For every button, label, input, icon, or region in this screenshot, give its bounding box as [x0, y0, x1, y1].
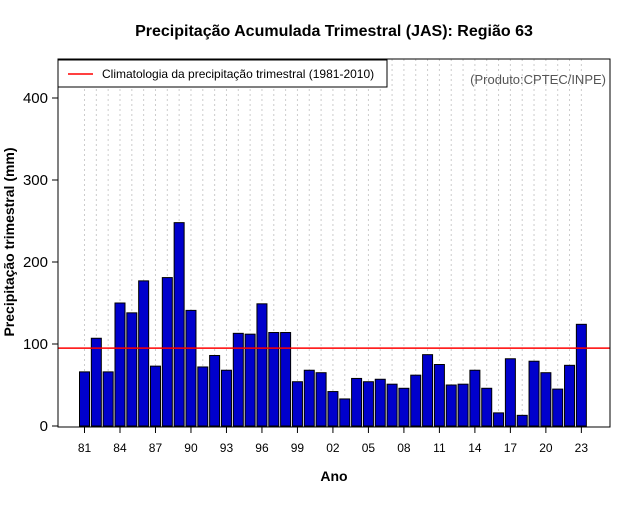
y-tick-label: 400: [23, 90, 48, 107]
bar-2004: [351, 377, 363, 427]
x-tick-label: 14: [468, 441, 482, 455]
plot-border: [57, 58, 611, 428]
bar-2022: [564, 364, 576, 427]
bar-1988: [161, 277, 173, 427]
bar-2008: [398, 387, 410, 427]
y-tick-label: 0: [40, 418, 48, 435]
x-tick-label: 02: [326, 441, 340, 455]
bar-1996: [256, 303, 268, 427]
bar-1989: [173, 222, 185, 427]
bar-1987: [149, 365, 161, 427]
x-tick-label: 99: [291, 441, 305, 455]
bar-2011: [433, 364, 445, 427]
x-tick-label: 90: [184, 441, 198, 455]
bar-1985: [126, 312, 138, 427]
x-tick-label: 17: [504, 441, 518, 455]
legend: Climatologia da precipitação trimestral …: [57, 59, 388, 88]
bar-2021: [552, 388, 564, 427]
x-tick-label: 23: [575, 441, 589, 455]
bar-2003: [339, 398, 351, 427]
bar-2005: [362, 381, 374, 427]
bar-1984: [114, 302, 126, 427]
bar-2018: [516, 414, 528, 427]
bar-2007: [386, 383, 398, 427]
x-tick-label: 84: [113, 441, 127, 455]
bar-2001: [315, 372, 327, 427]
x-tick-label: 11: [433, 441, 446, 455]
x-tick-label: 20: [539, 441, 553, 455]
source-note: (Produto:CPTEC/INPE): [470, 72, 606, 87]
y-tick-label: 200: [23, 254, 48, 271]
bar-2000: [303, 369, 315, 427]
bar-1995: [244, 333, 256, 427]
x-tick-label: 96: [255, 441, 269, 455]
bar-2019: [528, 360, 540, 427]
x-tick-label: 93: [220, 441, 234, 455]
bar-1994: [232, 332, 244, 427]
y-tick-label: 100: [23, 336, 48, 353]
x-tick-label: 05: [362, 441, 376, 455]
x-tick-label: 87: [149, 441, 163, 455]
x-tick-label: 08: [397, 441, 411, 455]
bar-2023: [575, 323, 587, 427]
bar-2009: [410, 374, 422, 427]
bar-2002: [327, 391, 339, 427]
bar-2016: [493, 412, 505, 427]
bar-2014: [469, 369, 481, 427]
y-tick-label: 300: [23, 172, 48, 189]
bar-1981: [79, 371, 90, 427]
legend-box: [57, 59, 388, 88]
bar-1990: [185, 309, 197, 427]
bar-2015: [481, 387, 493, 427]
bar-1991: [197, 366, 209, 427]
bar-2017: [504, 358, 516, 427]
bar-1986: [138, 280, 150, 427]
bar-2020: [540, 372, 552, 427]
x-axis-label: Ano: [320, 468, 347, 484]
bar-1999: [291, 381, 303, 427]
legend-label: Climatologia da precipitação trimestral …: [102, 67, 374, 81]
bar-1993: [220, 369, 232, 427]
bar-1982: [90, 337, 102, 427]
bar-1997: [268, 332, 280, 427]
bar-2013: [457, 383, 469, 427]
y-axis-label: Precipitação trimestral (mm): [1, 147, 17, 336]
bar-2006: [374, 378, 386, 427]
bar-1998: [280, 332, 292, 427]
bar-1992: [209, 354, 221, 427]
bar-2010: [422, 354, 434, 427]
x-tick-label: 81: [78, 441, 92, 455]
bar-1983: [102, 371, 114, 427]
bar-2012: [445, 384, 457, 427]
chart-title: Precipitação Acumulada Trimestral (JAS):…: [135, 23, 533, 40]
